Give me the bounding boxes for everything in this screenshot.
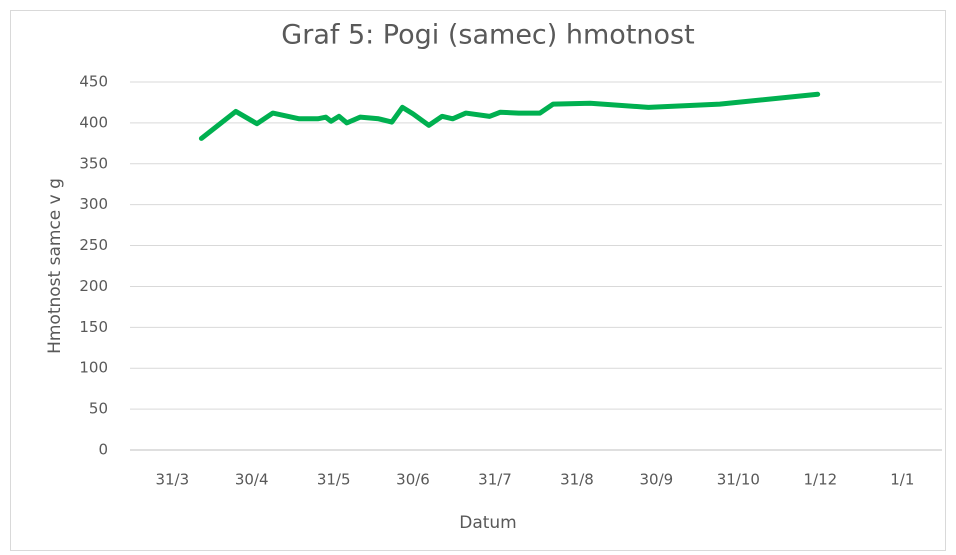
y-tick-label: 0 [98,441,108,459]
chart-border [10,10,946,551]
x-tick-label: 1/1 [890,471,914,489]
x-axis-label: Datum [459,513,517,533]
y-tick-label: 350 [79,154,108,172]
y-tick-label: 150 [79,318,108,336]
x-tick-label: 1/12 [803,471,837,489]
y-tick-label: 200 [79,277,108,295]
y-tick-label: 100 [79,359,108,377]
y-tick-label: 400 [79,113,108,131]
y-axis-label: Hmotnost samce v g [45,178,65,354]
x-tick-label: 31/8 [560,471,594,489]
x-tick-label: 31/10 [717,471,760,489]
x-tick-label: 31/7 [478,471,512,489]
y-tick-label: 300 [79,195,108,213]
y-tick-label: 50 [89,400,108,418]
data-line [198,91,821,141]
y-tick-label: 250 [79,236,108,254]
x-tick-label: 30/9 [640,471,674,489]
x-tick-label: 31/3 [155,471,189,489]
x-tick-label: 31/5 [317,471,351,489]
x-tick-label: 30/6 [396,471,430,489]
y-tick-label: 450 [79,73,108,91]
chart-title: Graf 5: Pogi (samec) hmotnost [281,20,694,51]
x-tick-label: 30/4 [235,471,269,489]
